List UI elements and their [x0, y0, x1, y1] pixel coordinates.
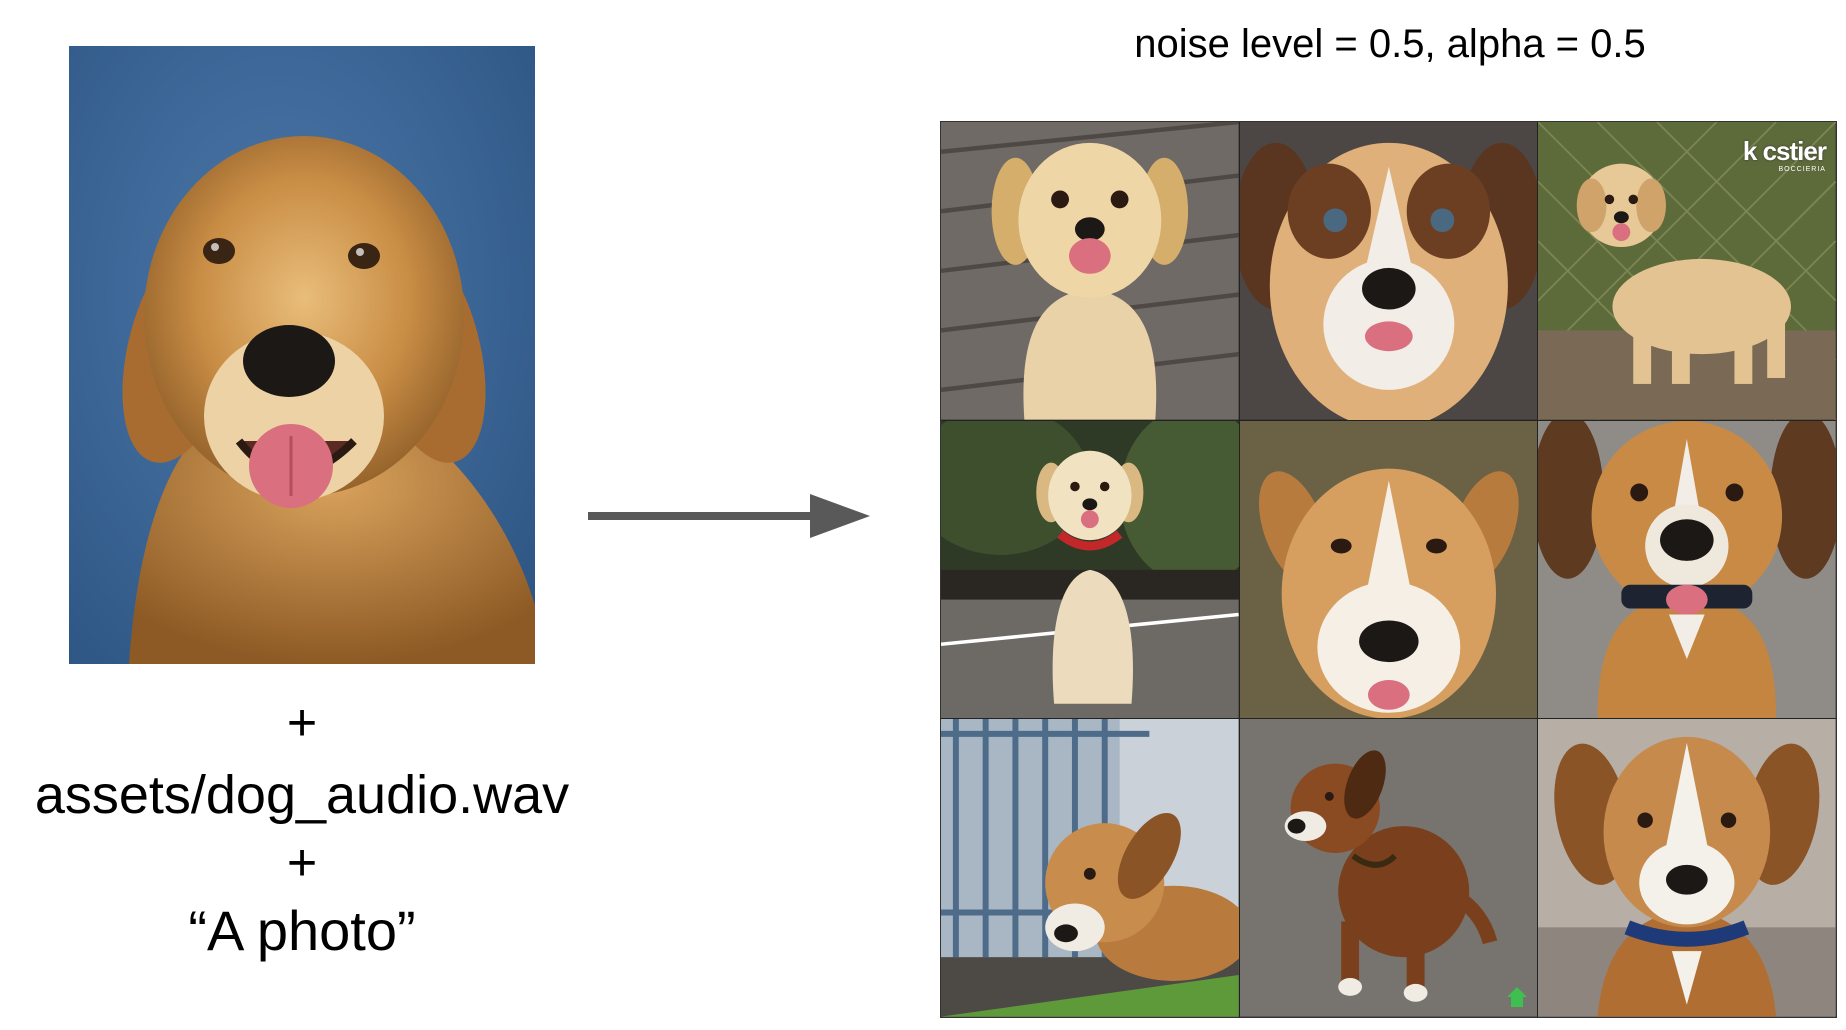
input-dog-photo	[69, 46, 535, 664]
plus-sign-1: +	[286, 694, 318, 752]
generated-image-4	[941, 420, 1239, 719]
watermark-text: k cstier	[1742, 136, 1827, 166]
audio-file-path: assets/dog_audio.wav	[34, 765, 570, 825]
alpha-label: alpha = 0.5	[1446, 22, 1646, 66]
right-arrow-icon	[588, 494, 870, 538]
green-home-badge-icon	[1507, 986, 1528, 1007]
plus-sign-2: +	[286, 834, 318, 892]
generated-image-7	[941, 719, 1239, 1017]
generated-image-2	[1239, 122, 1538, 420]
text-prompt: “A photo”	[188, 899, 416, 962]
generated-images-grid: k cstier BOCCIERIA	[940, 121, 1837, 1018]
watermark-subtext: BOCCIERIA	[1778, 166, 1826, 173]
generated-image-1	[941, 122, 1239, 420]
golden-retriever-illustration	[122, 136, 535, 664]
noise-level-label: noise level = 0.5	[1134, 22, 1425, 66]
generated-image-9	[1538, 719, 1836, 1017]
output-parameters-caption: noise level = 0.5, alpha = 0.5	[940, 20, 1840, 68]
generated-image-5	[1239, 420, 1538, 719]
generated-image-8	[1239, 719, 1538, 1017]
generated-image-6	[1538, 420, 1836, 719]
caption-separator: ,	[1424, 22, 1447, 66]
generated-image-3: k cstier BOCCIERIA	[1538, 122, 1836, 420]
